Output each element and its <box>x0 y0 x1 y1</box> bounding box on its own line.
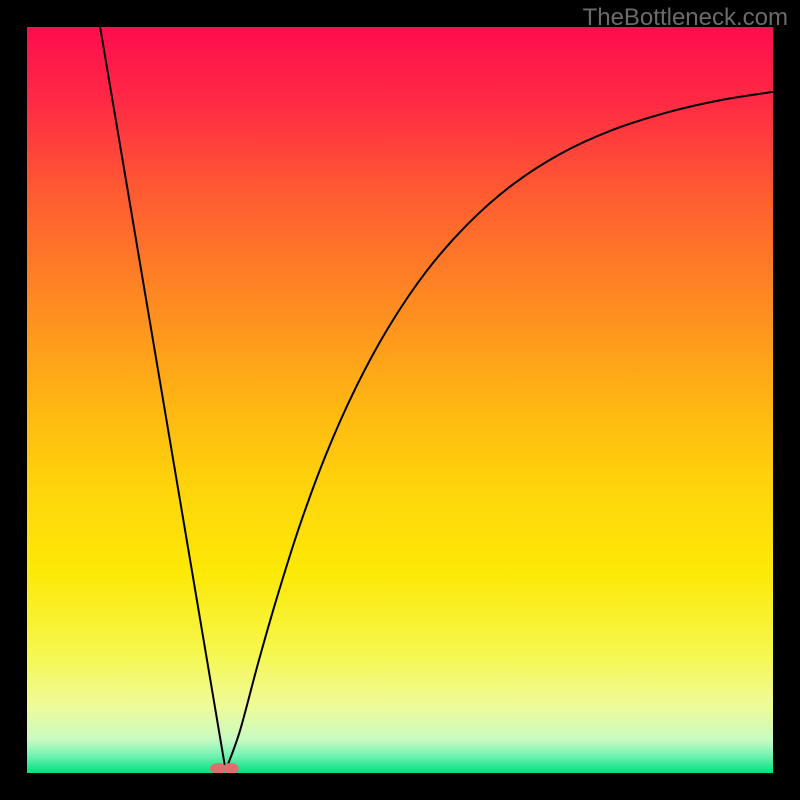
chart-container: TheBottleneck.com <box>0 0 800 800</box>
gradient-background <box>27 27 773 773</box>
plot-svg <box>27 27 773 773</box>
